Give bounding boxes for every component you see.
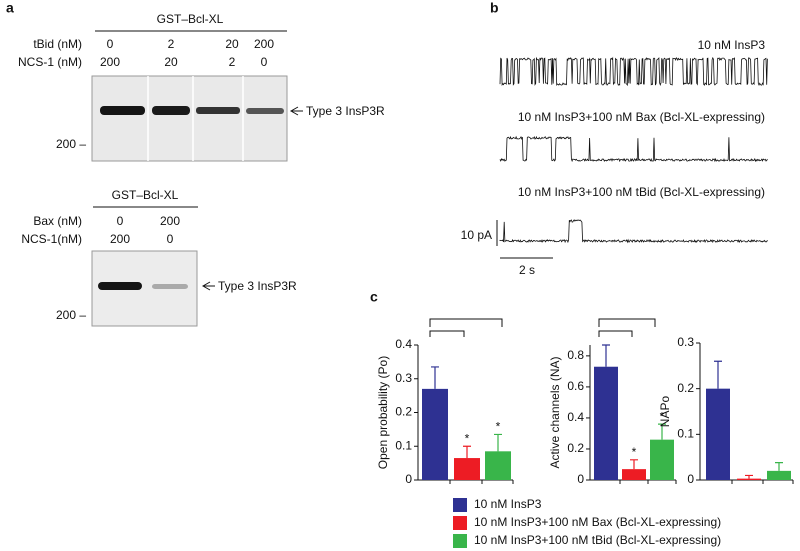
y-tick-label: 0.1 [395,438,412,452]
significance: * [465,431,470,445]
lane-value: 200 [100,55,120,69]
mw-marker: 200 – [56,308,86,322]
bar [454,458,480,480]
panel-label: a [6,0,14,16]
error-bar [658,423,666,440]
row-label: tBid (nM) [33,37,82,51]
significance: * [632,445,637,459]
panel-label: c [370,289,378,305]
y-tick-label: 0.8 [567,348,584,362]
lane-value: 0 [261,55,268,69]
error-bar [463,445,471,459]
row-label: Bax (nM) [33,214,82,228]
bar [650,439,674,480]
bar [594,366,618,480]
error-bar [494,433,502,452]
y-tick-label: 0.3 [677,335,694,349]
lane-value: 200 [110,232,130,246]
bar [767,470,791,480]
mw-marker: 200 – [56,137,86,151]
bar [706,388,730,480]
bar [422,388,448,480]
y-tick-label: 0 [577,472,584,486]
legend-swatch [453,516,467,530]
arrow [289,106,303,116]
band [100,106,145,115]
significance: * [660,409,665,423]
y-tick-label: 0 [687,472,694,486]
lane-value: 20 [164,55,178,69]
row-label: NCS-1 (nM) [18,55,82,69]
bar [485,451,511,480]
trace-label: 10 nM InsP3 [698,38,766,52]
y-axis-label: NAPo [658,396,672,428]
legend-label: 10 nM InsP3 [474,497,542,511]
lane-value: 200 [254,37,274,51]
trace-label: 10 nM InsP3+100 nM Bax (Bcl-XL-expressin… [518,110,765,124]
legend-label: 10 nM InsP3+100 nM Bax (Bcl-XL-expressin… [474,515,721,529]
error-bar [602,344,610,367]
lane-value: 2 [229,55,236,69]
current-trace [499,219,768,244]
blot-header: GST–Bcl-XL [112,188,179,202]
arrow [201,281,215,291]
error-bar [630,459,638,470]
y-tick-label: 0.2 [395,405,412,419]
lane-value: 0 [117,214,124,228]
band [246,108,284,114]
y-axis-label: Active channels (NA) [548,356,562,468]
row-label: NCS-1(nM) [21,232,82,246]
current-trace [499,135,768,163]
lane-value: 20 [225,37,239,51]
scale-label: 10 pA [461,228,492,242]
legend-swatch [453,534,467,548]
error-bar [775,462,783,471]
band-label: Type 3 InsP3R [218,279,297,293]
blot-header: GST–Bcl-XL [157,12,224,26]
y-tick-label: 0.6 [567,379,584,393]
y-axis-label: Open probability (Po) [376,356,390,469]
y-tick-label: 0 [405,472,412,486]
panel-label: b [490,0,499,16]
y-tick-label: 0.4 [395,337,412,351]
band-label: Type 3 InsP3R [306,104,385,118]
error-bar [431,366,439,389]
lane-value: 0 [167,232,174,246]
error-bar [745,474,753,479]
y-tick-label: 0.2 [567,441,584,455]
lane-value: 0 [107,37,114,51]
legend-swatch [453,498,467,512]
scale-label: 2 s [519,263,535,277]
blot [91,75,288,162]
lane-value: 2 [168,37,175,51]
y-tick-label: 0.4 [567,410,584,424]
significance: * [496,420,501,434]
band [152,106,190,115]
y-tick-label: 0.2 [677,381,694,395]
comparison-bracket [598,318,656,337]
legend-label: 10 nM InsP3+100 nM tBid (Bcl-XL-expressi… [474,533,721,547]
band [196,107,240,114]
bar [737,478,761,480]
band [98,282,142,290]
band [152,284,188,289]
current-trace [499,56,768,87]
error-bar [714,360,722,389]
trace-label: 10 nM InsP3+100 nM tBid (Bcl-XL-expressi… [518,185,765,199]
lane-value: 200 [160,214,180,228]
y-tick-label: 0.1 [677,427,694,441]
y-tick-label: 0.3 [395,371,412,385]
bar [622,469,646,480]
comparison-bracket [429,318,503,337]
